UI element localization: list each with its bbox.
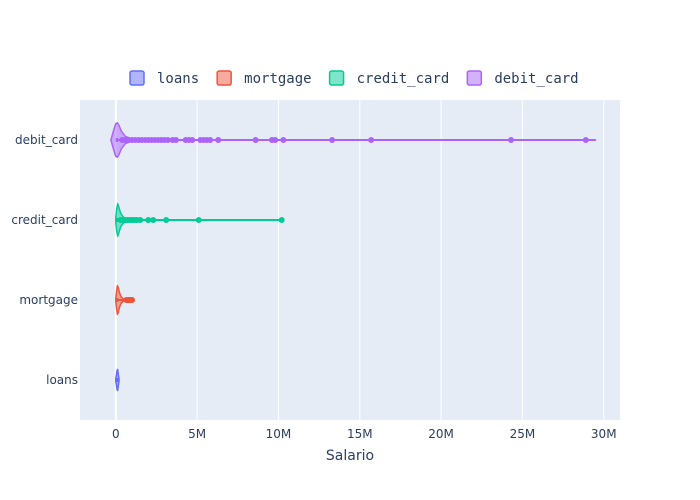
x-tick-label: 25M — [510, 427, 536, 441]
outlier-point — [207, 137, 214, 143]
violin-loans — [115, 368, 120, 392]
y-tick-label: loans — [46, 373, 78, 387]
outlier-point — [329, 137, 336, 143]
legend-label: credit_card — [357, 71, 450, 87]
outlier-point — [582, 137, 589, 143]
outlier-point — [150, 217, 157, 223]
x-tick-label: 5M — [188, 427, 206, 441]
legend-label: debit_card — [494, 71, 578, 87]
x-tick-label: 30M — [591, 427, 617, 441]
legend-item-loans[interactable]: loans — [129, 70, 199, 87]
outlier-point — [252, 137, 259, 143]
outlier-point — [129, 297, 136, 303]
x-tick-label: 20M — [428, 427, 454, 441]
y-tick-label: mortgage — [19, 293, 78, 307]
legend-swatch — [328, 70, 345, 86]
violin-credit_card — [115, 202, 285, 238]
legend-swatch — [216, 70, 232, 86]
y-tick-label: debit_card — [15, 133, 78, 147]
legend-label: mortgage — [244, 71, 311, 87]
x-axis-tick-labels: 0 5M 10M 15M 20M 25M 30M — [112, 427, 617, 441]
legend-item-mortgage[interactable]: mortgage — [216, 70, 312, 87]
violin-mortgage — [115, 284, 136, 316]
y-tick-label: credit_card — [11, 213, 78, 227]
violin-body — [110, 121, 597, 159]
plot-background — [80, 100, 620, 420]
outlier-point — [164, 137, 171, 143]
outlier-point — [172, 137, 179, 143]
outlier-point — [278, 217, 285, 223]
outlier-point — [368, 137, 375, 143]
outlier-point — [215, 137, 222, 143]
outlier-point — [195, 217, 202, 223]
outlier-point — [189, 137, 196, 143]
legend: loans mortgage credit_card debit_card — [129, 70, 579, 87]
outlier-point — [163, 217, 170, 223]
x-tick-label: 10M — [266, 427, 292, 441]
outlier-point — [145, 217, 152, 223]
violin-debit_card — [110, 121, 597, 159]
legend-item-credit_card[interactable]: credit_card — [328, 70, 450, 87]
x-tick-label: 0 — [112, 427, 120, 441]
legend-swatch — [466, 70, 483, 86]
y-axis-tick-labels: loans mortgage credit_card debit_card — [11, 133, 78, 387]
outlier-point — [280, 137, 287, 143]
legend-swatch — [129, 70, 145, 86]
legend-item-debit_card[interactable]: debit_card — [466, 70, 579, 87]
x-axis-title: Salario — [326, 448, 374, 464]
outlier-point — [137, 217, 144, 223]
outlier-point — [272, 137, 279, 143]
outlier-point — [508, 137, 515, 143]
x-tick-label: 15M — [347, 427, 373, 441]
grid-lines — [114, 100, 605, 420]
legend-label: loans — [157, 71, 199, 87]
violins — [110, 121, 597, 392]
